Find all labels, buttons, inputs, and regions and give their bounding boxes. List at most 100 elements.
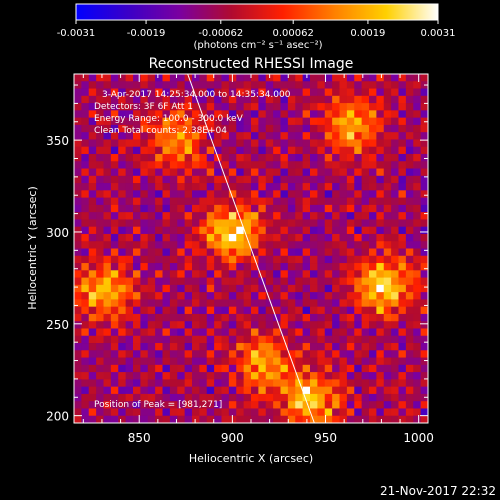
heatmap-cell [405, 270, 414, 278]
heatmap-cell [280, 175, 289, 184]
heatmap-cell [317, 88, 326, 97]
heatmap-cell [214, 81, 222, 89]
heatmap-cell [162, 139, 171, 148]
heatmap-cell [376, 226, 385, 235]
heatmap-cell [133, 350, 141, 358]
heatmap-cell [125, 190, 134, 198]
heatmap-cell [310, 393, 318, 402]
heatmap-cell [280, 110, 289, 119]
heatmap-cell [405, 284, 414, 293]
heatmap-cell [361, 415, 370, 423]
heatmap-cell [228, 81, 237, 89]
heatmap-cell [155, 190, 163, 198]
heatmap-cell [214, 103, 222, 111]
heatmap-cell [332, 197, 340, 206]
heatmap-cell [206, 328, 215, 337]
heatmap-cell [295, 306, 304, 315]
heatmap-cell [398, 95, 407, 104]
heatmap-cell [346, 306, 355, 315]
heatmap-cell [354, 139, 363, 148]
heatmap-cell [273, 190, 281, 198]
heatmap-cell [310, 379, 318, 388]
heatmap-cell [317, 74, 326, 82]
heatmap-cell [287, 103, 296, 111]
x-tick-label: 900 [221, 431, 244, 445]
heatmap-cell [383, 212, 392, 220]
heatmap-cell [273, 204, 281, 213]
heatmap-cell [206, 379, 215, 388]
heatmap-cell [361, 168, 370, 177]
heatmap-cell [110, 139, 119, 148]
heatmap-cell [398, 357, 407, 366]
heatmap-cell [383, 132, 392, 140]
heatmap-cell [140, 393, 149, 402]
heatmap-cell [295, 204, 304, 213]
heatmap-cell [317, 139, 326, 148]
heatmap-cell [236, 408, 245, 417]
heatmap-cell [192, 277, 200, 286]
heatmap-cell [398, 372, 407, 380]
heatmap-cell [177, 139, 186, 148]
heatmap-cell [420, 263, 428, 271]
heatmap-cell [221, 219, 230, 228]
heatmap-cell [206, 335, 215, 344]
heatmap-cell [420, 270, 428, 278]
heatmap-cell [376, 132, 385, 140]
heatmap-cell [74, 153, 82, 162]
heatmap-cell [199, 313, 208, 322]
heatmap-cell [169, 321, 178, 329]
heatmap-cell [96, 241, 104, 249]
heatmap-cell [302, 219, 311, 228]
heatmap-cell [169, 313, 178, 322]
heatmap-cell [376, 386, 385, 395]
heatmap-cell [118, 139, 127, 148]
heatmap-cell [420, 132, 428, 140]
heatmap-cell [140, 306, 149, 315]
heatmap-cell [155, 197, 163, 206]
heatmap-cell [398, 328, 407, 337]
heatmap-cell [133, 386, 141, 395]
heatmap-cell [243, 343, 252, 351]
heatmap-cell [413, 357, 422, 366]
heatmap-cell [169, 88, 178, 97]
heatmap-cell [88, 393, 97, 402]
heatmap-cell [369, 313, 377, 322]
heatmap-cell [110, 190, 119, 198]
heatmap-cell [346, 255, 355, 264]
heatmap-cell [243, 212, 252, 220]
heatmap-cell [405, 255, 414, 264]
heatmap-cell [361, 146, 370, 155]
heatmap-cell [118, 263, 127, 271]
heatmap-cell [339, 408, 348, 417]
heatmap-cell [383, 95, 392, 104]
heatmap-cell [383, 415, 392, 423]
heatmap-cell [177, 350, 186, 358]
heatmap-cell [405, 103, 414, 111]
heatmap-cell [273, 393, 281, 402]
heatmap-cell [420, 328, 428, 337]
heatmap-cell [295, 110, 304, 119]
heatmap-cell [369, 88, 377, 97]
heatmap-cell [155, 299, 163, 308]
heatmap-cell [228, 386, 237, 395]
heatmap-cell [155, 124, 163, 133]
heatmap-cell [236, 255, 245, 264]
heatmap-cell [339, 415, 348, 423]
heatmap-cell [258, 183, 267, 191]
heatmap-cell [192, 197, 200, 206]
heatmap-cell [354, 284, 363, 293]
heatmap-cell [346, 219, 355, 228]
heatmap-cell [339, 74, 348, 82]
heatmap-cell [265, 357, 274, 366]
heatmap-cell [251, 233, 259, 242]
heatmap-cell [155, 146, 163, 155]
heatmap-cell [206, 306, 215, 315]
heatmap-cell [339, 364, 348, 373]
heatmap-cell [324, 313, 333, 322]
heatmap-cell [391, 168, 399, 177]
heatmap-cell [391, 233, 399, 242]
heatmap-cell [376, 88, 385, 97]
heatmap-cell [184, 146, 193, 155]
heatmap-cell [383, 277, 392, 286]
heatmap-cell [228, 204, 237, 213]
